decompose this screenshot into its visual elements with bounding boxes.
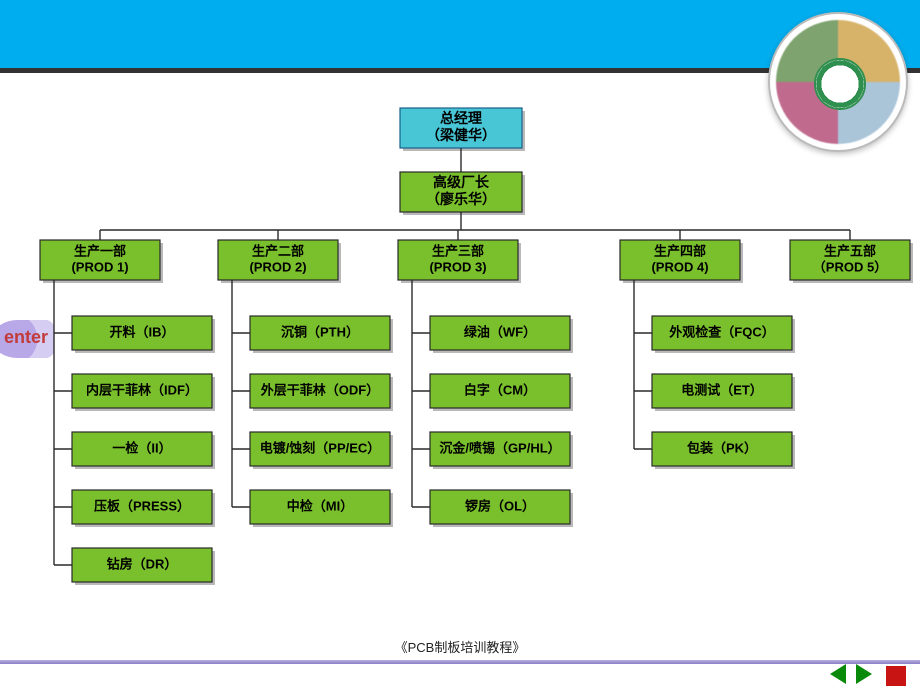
svg-text:（梁健华）: （梁健华） xyxy=(426,127,496,143)
svg-text:生产三部: 生产三部 xyxy=(432,243,484,258)
svg-text:沉金/喷锡（GP/HL）: 沉金/喷锡（GP/HL） xyxy=(439,440,560,455)
svg-text:绿油（WF）: 绿油（WF） xyxy=(464,324,536,339)
svg-text:钻房（DR）: 钻房（DR） xyxy=(107,556,178,571)
next-slide-icon[interactable] xyxy=(856,664,876,684)
svg-text:内层干菲林（IDF）: 内层干菲林（IDF） xyxy=(86,382,198,397)
svg-text:沉铜（PTH）: 沉铜（PTH） xyxy=(281,324,359,339)
prev-slide-icon[interactable] xyxy=(826,664,846,684)
svg-text:（PROD 5）: （PROD 5） xyxy=(813,259,887,274)
svg-text:电镀/蚀刻（PP/EC）: 电镀/蚀刻（PP/EC） xyxy=(260,440,381,455)
svg-text:生产一部: 生产一部 xyxy=(74,243,126,258)
footer-divider xyxy=(0,660,920,664)
svg-text:(PROD 3): (PROD 3) xyxy=(429,259,486,274)
svg-text:一检（II）: 一检（II） xyxy=(112,440,171,455)
svg-text:压板（PRESS）: 压板（PRESS） xyxy=(94,498,190,513)
svg-text:中检（MI）: 中检（MI） xyxy=(287,498,353,513)
svg-text:生产五部: 生产五部 xyxy=(824,243,876,258)
svg-text:生产四部: 生产四部 xyxy=(654,243,706,258)
slide-nav xyxy=(826,664,906,686)
svg-text:开料（IB）: 开料（IB） xyxy=(109,324,174,339)
org-chart: 总经理（梁健华） 高级厂长（廖乐华） 生产一部(PROD 1) 开料（IB） 内层干菲林… xyxy=(0,100,920,630)
svg-text:电测试（ET）: 电测试（ET） xyxy=(681,382,763,397)
svg-text:外层干菲林（ODF）: 外层干菲林（ODF） xyxy=(260,382,379,397)
svg-text:包装（PK）: 包装（PK） xyxy=(687,440,757,455)
svg-text:生产二部: 生产二部 xyxy=(252,243,304,258)
svg-text:外观检查（FQC）: 外观检查（FQC） xyxy=(668,324,774,339)
svg-text:(PROD 2): (PROD 2) xyxy=(249,259,306,274)
svg-text:(PROD 1): (PROD 1) xyxy=(71,259,128,274)
svg-text:白字（CM）: 白字（CM） xyxy=(464,382,536,397)
svg-text:总经理: 总经理 xyxy=(440,110,482,126)
stop-slide-icon[interactable] xyxy=(886,666,906,686)
svg-text:高级厂长: 高级厂长 xyxy=(433,174,490,190)
footer-title: 《PCB制板培训教程》 xyxy=(0,637,920,656)
svg-text:（廖乐华）: （廖乐华） xyxy=(426,191,496,207)
svg-text:锣房（OL）: 锣房（OL） xyxy=(465,498,535,513)
svg-text:(PROD 4): (PROD 4) xyxy=(651,259,708,274)
